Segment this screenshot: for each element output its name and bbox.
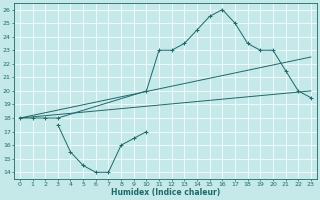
X-axis label: Humidex (Indice chaleur): Humidex (Indice chaleur) [111,188,220,197]
